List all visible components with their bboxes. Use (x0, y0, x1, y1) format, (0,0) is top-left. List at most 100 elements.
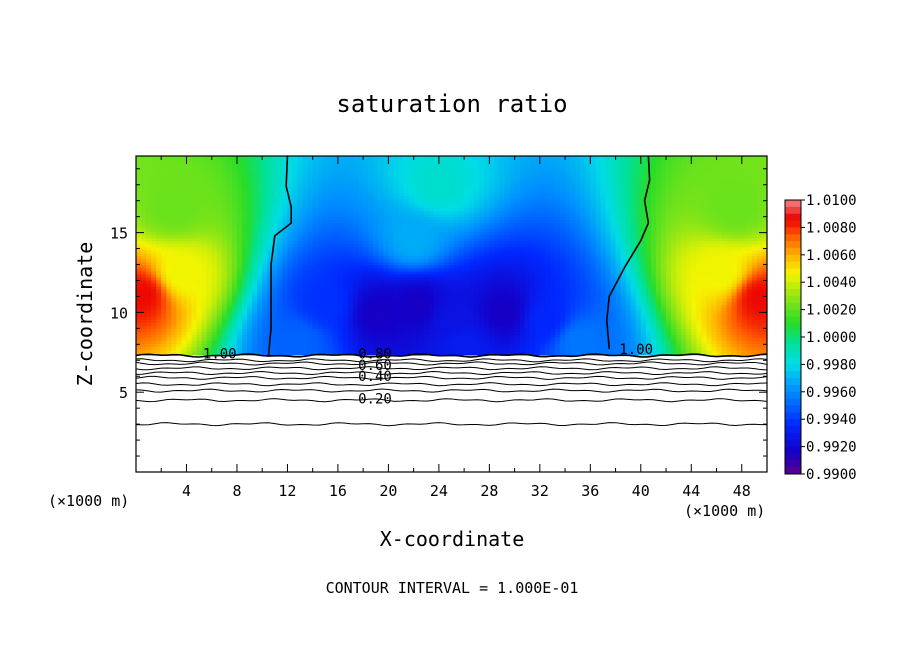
field-cell (201, 219, 208, 224)
field-cell (156, 322, 162, 326)
field-cell (226, 240, 233, 245)
field-cell (141, 258, 147, 263)
field-cell (176, 237, 183, 242)
field-cell (166, 180, 172, 184)
field-cell (186, 334, 193, 338)
field-cell (191, 237, 198, 242)
field-cell (151, 261, 157, 266)
field-cell (226, 343, 233, 348)
field-cell (176, 228, 183, 233)
field-cell (216, 289, 223, 293)
field-cell (181, 304, 188, 308)
field-cell (191, 273, 198, 278)
field-cell (216, 201, 223, 205)
field-cell (161, 352, 167, 356)
field-cell (191, 316, 198, 320)
field-cell (181, 171, 188, 175)
field-cell (161, 162, 167, 166)
field-cell (221, 249, 228, 254)
field-cell (216, 180, 223, 184)
field-cell (171, 349, 177, 354)
field-cell (176, 186, 183, 190)
field-cell (141, 246, 147, 251)
field-cell (186, 352, 193, 356)
field-cell (161, 249, 167, 254)
field-cell (221, 159, 228, 163)
field-cell (211, 171, 218, 175)
field-cell (146, 201, 152, 205)
field-cell (226, 292, 233, 296)
field-cell (146, 186, 152, 190)
field-cell (146, 264, 152, 269)
field-cell (186, 346, 193, 351)
field-cell (201, 168, 208, 172)
field-cell (166, 228, 172, 233)
field-cell (201, 231, 208, 236)
field-cell (166, 264, 172, 269)
field-cell (181, 282, 188, 287)
field-cell (221, 168, 228, 172)
field-cell (186, 255, 193, 260)
field-cell (226, 168, 233, 172)
field-cell (136, 276, 142, 281)
field-cell (211, 252, 218, 257)
field-cell (141, 292, 147, 296)
field-cell (176, 346, 183, 351)
field-cell (166, 298, 172, 302)
field-cell (171, 234, 177, 239)
field-cell (196, 243, 203, 248)
field-cell (141, 168, 147, 172)
field-cell (141, 255, 147, 260)
field-cell (221, 174, 228, 178)
field-cell (191, 225, 198, 230)
field-cell (211, 349, 218, 354)
field-cell (141, 216, 147, 221)
field-cell (156, 243, 162, 248)
field-cell (206, 346, 213, 351)
field-cell (166, 279, 172, 284)
field-cell (191, 301, 198, 305)
field-cell (176, 201, 183, 205)
field-cell (171, 316, 177, 320)
field-cell (226, 261, 233, 266)
field-cell (171, 201, 177, 205)
field-cell (181, 159, 188, 163)
field-cell (216, 228, 223, 233)
field-cell (156, 331, 162, 335)
field-cell (151, 349, 157, 354)
field-cell (146, 255, 152, 260)
field-cell (176, 273, 183, 278)
field-cell (206, 246, 213, 251)
field-cell (196, 258, 203, 263)
field-cell (146, 240, 152, 245)
field-cell (196, 304, 203, 308)
field-cell (181, 349, 188, 354)
field-cell (161, 168, 167, 172)
field-cell (211, 189, 218, 193)
field-cell (216, 270, 223, 275)
field-cell (156, 292, 162, 296)
field-cell (156, 349, 162, 354)
field-cell (136, 219, 142, 224)
field-cell (136, 313, 142, 317)
field-cell (211, 162, 218, 166)
field-cell (196, 325, 203, 329)
field-cell (171, 304, 177, 308)
field-cell (181, 195, 188, 199)
field-cell (171, 292, 177, 296)
field-cell (136, 349, 142, 354)
field-cell (206, 307, 213, 311)
field-cell (156, 252, 162, 257)
field-cell (196, 343, 203, 348)
field-cell (176, 213, 183, 218)
field-cell (206, 325, 213, 329)
field-cell (156, 276, 162, 281)
field-cell (161, 307, 167, 311)
field-cell (181, 267, 188, 272)
field-cell (141, 322, 147, 326)
field-cell (156, 216, 162, 221)
field-cell (206, 270, 213, 275)
field-cell (226, 222, 233, 227)
field-cell (201, 201, 208, 205)
field-cell (151, 325, 157, 329)
